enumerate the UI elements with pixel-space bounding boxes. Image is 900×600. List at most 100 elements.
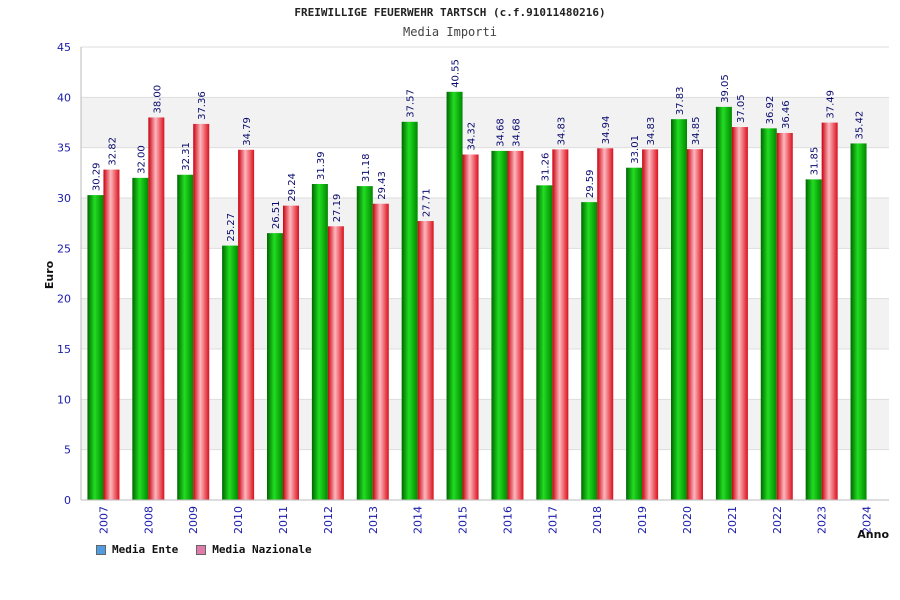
x-tick-label: 2019 [636,506,649,534]
data-label: 37.49 [826,90,837,119]
x-tick-label: 2010 [232,506,245,534]
data-label: 26.51 [271,200,282,229]
data-label: 34.83 [556,117,567,146]
data-label: 37.83 [675,87,686,116]
x-tick-label: 2014 [412,506,425,534]
data-label: 34.68 [495,118,506,147]
data-label: 34.68 [511,118,522,147]
data-label: 37.05 [736,94,747,123]
chart-title: FREIWILLIGE FEUERWEHR TARTSCH (c.f.91011… [294,6,606,19]
data-label: 33.01 [630,135,641,164]
x-tick-label: 2017 [546,506,559,534]
bar-media-nazionale [327,226,344,500]
bar-media-nazionale [642,149,659,501]
x-tick-label: 2015 [457,506,470,534]
data-label: 31.39 [316,151,327,180]
data-label: 32.00 [136,145,147,174]
x-tick-label: 2008 [142,506,155,534]
data-label: 37.36 [197,91,208,120]
data-label: 40.55 [451,59,462,88]
data-label: 36.92 [765,96,776,125]
bar-media-ente [87,195,104,500]
data-label: 29.24 [287,173,298,202]
bar-media-ente [805,179,822,501]
data-label: 34.85 [691,117,702,146]
x-tick-label: 2023 [816,506,829,534]
bar-media-nazionale [552,149,569,501]
bar-media-ente [446,91,463,501]
bar-media-nazionale [238,149,255,500]
grid-band [81,198,889,249]
bar-media-ente [132,177,149,500]
grid-band [81,248,889,299]
legend-label: Media Nazionale [212,543,312,556]
bar-media-ente [850,143,867,500]
x-tick-label: 2018 [591,506,604,534]
y-tick-label: 20 [57,293,71,306]
data-label: 37.57 [406,89,417,118]
bar-media-nazionale [821,122,838,500]
bar-media-nazionale [372,203,389,500]
bar-media-nazionale [417,221,434,500]
bar-media-ente [760,128,777,500]
data-label: 31.26 [540,153,551,182]
grid-band [81,349,889,400]
data-label: 29.43 [377,171,388,200]
x-tick-label: 2020 [681,506,694,534]
data-label: 36.46 [781,100,792,129]
data-label: 31.85 [810,147,821,176]
grid-band [81,97,889,148]
x-tick-label: 2007 [97,506,110,534]
legend-label: Media Ente [112,543,179,556]
data-label: 34.83 [646,117,657,146]
bar-media-nazionale [731,127,748,500]
chart-subtitle: Media Importi [403,25,497,39]
x-tick-label: 2013 [367,506,380,534]
bar-media-ente [222,245,239,500]
bar-media-nazionale [462,154,479,500]
bar-media-ente [311,184,328,501]
bar-media-ente [267,233,283,500]
bar-media-ente [356,186,373,500]
data-label: 34.32 [467,122,478,151]
y-tick-label: 40 [57,91,71,104]
data-label: 34.94 [601,116,612,145]
y-tick-label: 5 [64,444,71,457]
data-label: 30.29 [91,162,102,191]
legend-item-nazionale: Media Nazionale [196,543,312,556]
bar-media-nazionale [193,123,210,500]
data-label: 27.19 [332,194,343,223]
data-label: 39.05 [720,74,731,103]
bar-media-nazionale [148,117,165,500]
bar-media-ente [401,121,418,500]
data-label: 38.00 [152,85,163,114]
bar-media-ente [715,106,732,500]
x-axis-label: Anno [857,528,889,541]
x-tick-label: 2021 [726,506,739,534]
y-tick-label: 30 [57,192,71,205]
x-tick-label: 2009 [187,506,200,534]
bar-media-ente [581,202,598,501]
y-tick-label: 10 [57,393,71,406]
y-tick-label: 45 [57,41,71,54]
bar-media-nazionale [103,169,120,500]
y-tick-label: 15 [57,343,71,356]
bar-media-ente [177,174,194,500]
x-tick-label: 2016 [501,506,514,534]
data-label: 27.71 [422,188,433,217]
legend-swatch [196,544,207,555]
bar-media-ente [671,119,687,500]
x-tick-label: 2022 [771,506,784,534]
data-label: 31.18 [361,153,372,182]
grid-band [81,147,889,198]
data-label: 25.27 [226,213,237,242]
bar-media-ente [491,150,508,500]
legend-item-ente: Media Ente [96,543,178,556]
bar-media-ente [626,167,643,500]
data-label: 35.42 [855,111,866,140]
x-tick-label: 2012 [322,506,335,534]
data-label: 32.82 [107,137,118,166]
y-tick-label: 25 [57,242,71,255]
